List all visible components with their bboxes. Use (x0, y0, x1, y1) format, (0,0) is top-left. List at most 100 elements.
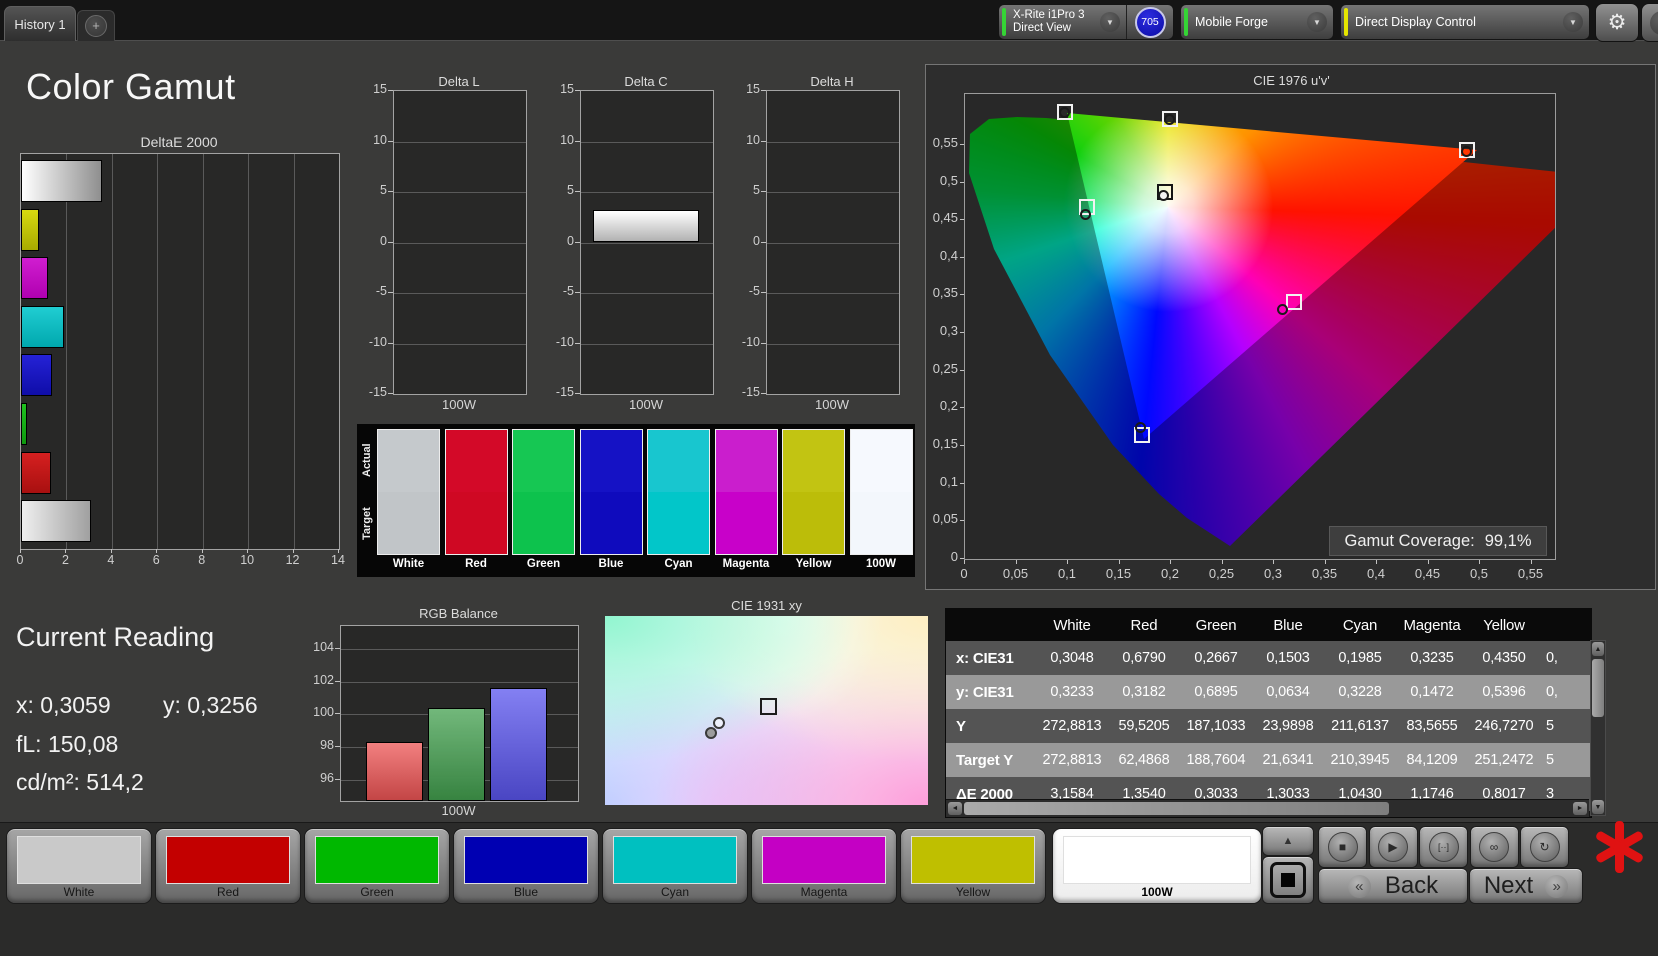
y-tick-dash (335, 713, 340, 715)
blue-marker-dot (1135, 421, 1147, 433)
deltae2000-title: DeltaE 2000 (140, 134, 218, 150)
green-marker (1056, 103, 1073, 120)
cell: 0,3235 (1410, 650, 1454, 666)
x-tick-label: 0,2 (1160, 566, 1180, 581)
cell: 0,1985 (1338, 650, 1382, 666)
refresh-icon: ↻ (1529, 832, 1560, 862)
gridline (66, 154, 68, 549)
y-tick-label: 10 (746, 132, 760, 147)
collapse-panel-button[interactable]: ◄ (1641, 3, 1658, 42)
gridline (341, 681, 578, 683)
table-row[interactable]: y: CIE31 0,3233 0,3182 0,6895 0,0634 0,3228 0,… (946, 675, 1591, 709)
play-button[interactable]: ▶ (1368, 826, 1418, 868)
settings-button[interactable]: ⚙ (1595, 3, 1639, 42)
cell: 0,3048 (1050, 650, 1094, 666)
stop-button[interactable]: ■ (1318, 826, 1367, 868)
x-tick-dash (1324, 560, 1326, 564)
pattern-button-red[interactable]: Red (155, 828, 301, 904)
cell-partial: 0, (1546, 684, 1558, 700)
pattern-button-green[interactable]: Green (304, 828, 450, 904)
scroll-up-button[interactable]: ▲ (1592, 642, 1604, 656)
y-tick-label: 15 (373, 82, 387, 96)
pattern-button-100w[interactable]: 100W (1052, 828, 1262, 904)
y-tick-dash (575, 393, 580, 394)
scroll-down-button[interactable]: ▼ (1592, 800, 1604, 814)
x-tick-dash (65, 549, 67, 553)
y-tick-dash (388, 140, 393, 142)
y-tick-label: 10 (560, 132, 574, 147)
pattern-button-white[interactable]: White (6, 828, 152, 904)
rgb-balance-title: RGB Balance (419, 606, 498, 621)
pattern-button-magenta[interactable]: Magenta (751, 828, 897, 904)
y-tick-dash (388, 191, 393, 192)
x-tick-dash (1118, 560, 1120, 564)
y-tick-dash (761, 140, 766, 142)
scroll-left-button[interactable]: ◄ (948, 802, 962, 815)
row-label: ΔE 2000 (956, 785, 1013, 803)
scroll-right-button[interactable]: ► (1573, 802, 1587, 815)
back-button[interactable]: « Back (1318, 868, 1468, 904)
stop-icon: ■ (1327, 832, 1358, 862)
add-tab-button[interactable]: + (77, 10, 115, 41)
meter-dropdown[interactable]: X-Rite i1Pro 3 Direct View ▼ 705 (998, 4, 1174, 40)
interval-button[interactable]: [··] (1419, 826, 1468, 868)
pattern-window-button[interactable] (1262, 856, 1314, 904)
gridline (394, 343, 526, 345)
delta_c-plot (580, 90, 714, 395)
collapse-pattern-button[interactable]: ▲ (1262, 826, 1314, 856)
y-tick-label: 5 (753, 183, 760, 197)
gridline (111, 154, 113, 549)
pattern-button-yellow[interactable]: Yellow (900, 828, 1046, 904)
h-scrollbar-thumb[interactable] (964, 802, 1389, 815)
table-vertical-scrollbar[interactable]: ▲ ▼ (1590, 640, 1606, 816)
x-tick-label: 6 (152, 553, 160, 567)
delta-c-title: Delta C (624, 74, 668, 89)
refresh-button[interactable]: ↻ (1520, 826, 1569, 868)
v-scrollbar-thumb[interactable] (1592, 659, 1604, 717)
tab-history-1[interactable]: History 1 (4, 6, 76, 41)
swatch-100w (849, 429, 913, 555)
bar-green (428, 707, 485, 801)
table-row[interactable]: Target Y 272,8813 62,4868 188,7604 21,6341 21… (946, 743, 1591, 777)
x-tick-label: 0,3 (1263, 566, 1283, 581)
gridline (581, 293, 713, 294)
meter-port-button[interactable]: 705 (1126, 5, 1173, 39)
pattern-label: White (63, 885, 95, 899)
white-marker-dot (1157, 190, 1169, 202)
pattern-button-cyan[interactable]: Cyan (602, 828, 748, 904)
y-tick-label: 15 (746, 82, 760, 96)
red-marker (1458, 142, 1475, 159)
x-tick-label: 0,1 (1057, 566, 1077, 581)
pattern-label: Red (216, 885, 239, 899)
chevron-up-icon: ▲ (1282, 835, 1294, 847)
x-tick-dash (1221, 560, 1223, 564)
gridline (581, 343, 713, 345)
rgb-balance-plot (340, 625, 579, 802)
cell: 0,6895 (1194, 684, 1238, 700)
loop-button[interactable]: ∞ (1469, 826, 1519, 868)
table-horizontal-scrollbar[interactable]: ◄ ► (946, 799, 1589, 817)
x-tick-dash (1376, 560, 1377, 564)
y-tick-dash (335, 647, 340, 649)
source-dropdown[interactable]: Mobile Forge ▼ (1180, 4, 1334, 40)
x-tick-label: 2 (61, 553, 69, 567)
swatch-label: Cyan (664, 558, 693, 570)
table-row[interactable]: x: CIE31 0,3048 0,6790 0,2667 0,1503 0,1985 0,… (946, 641, 1591, 675)
source-label: Mobile Forge (1195, 15, 1268, 29)
gridline (581, 192, 713, 193)
gridline (394, 192, 526, 193)
table-row[interactable]: Y 272,8813 59,5205 187,1033 23,9898 211,6137 8… (946, 709, 1591, 743)
next-button[interactable]: Next » (1469, 868, 1583, 904)
cell: 0,3033 (1194, 786, 1238, 802)
pattern-patch (762, 836, 886, 884)
x-tick-dash (964, 560, 965, 564)
pattern-button-blue[interactable]: Blue (453, 828, 599, 904)
y-tick-dash (960, 256, 964, 258)
display-control-dropdown[interactable]: Direct Display Control ▼ (1340, 4, 1590, 40)
column-header: Magenta (1403, 616, 1461, 634)
y-tick-dash (575, 140, 580, 142)
reading-fl: fL: 150,08 (16, 731, 119, 757)
y-tick-label: -10 (741, 334, 760, 349)
x-tick-label: 0,15 (1105, 566, 1132, 581)
delta_h-plot (766, 90, 900, 395)
